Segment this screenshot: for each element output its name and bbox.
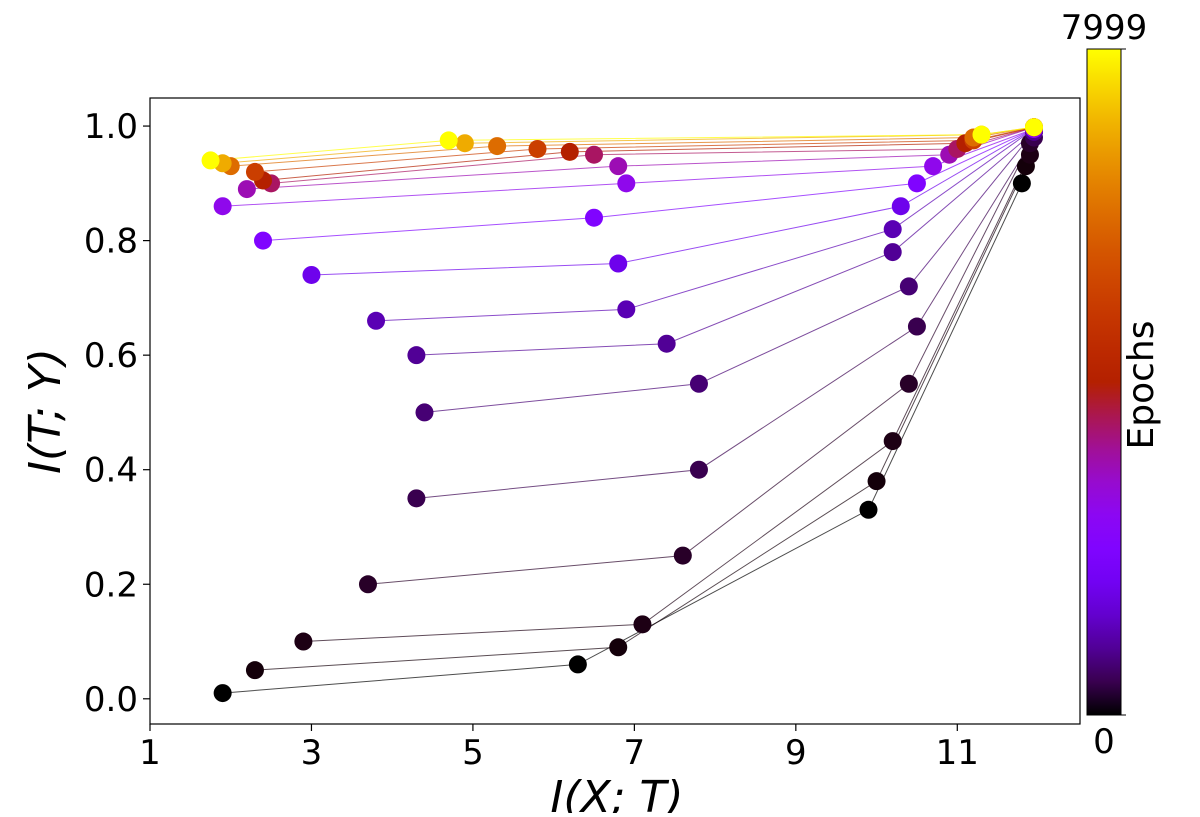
point <box>488 137 507 156</box>
point <box>972 125 991 144</box>
y-tick-label: 0.8 <box>84 222 138 262</box>
x-tick-label: 9 <box>785 733 807 773</box>
point <box>609 638 628 657</box>
point <box>867 472 886 491</box>
point <box>689 460 708 479</box>
point <box>617 174 636 193</box>
point <box>439 131 458 150</box>
point <box>213 197 232 216</box>
epoch-link <box>262 128 1035 242</box>
point <box>673 546 692 565</box>
point <box>528 139 547 158</box>
point <box>407 489 426 508</box>
point <box>633 615 652 634</box>
point <box>891 197 910 216</box>
y-tick-label: 0.6 <box>84 336 138 376</box>
point <box>1024 118 1043 137</box>
epoch-link <box>222 183 1023 694</box>
y-tick-label: 0.2 <box>84 565 138 605</box>
y-axis-label: I(T; Y) <box>20 348 71 474</box>
epoch-link <box>262 126 1035 181</box>
point <box>568 655 587 674</box>
colorbar <box>1086 48 1122 716</box>
point <box>657 334 676 353</box>
point <box>907 317 926 336</box>
x-tick-label: 1 <box>139 733 161 773</box>
point <box>883 432 902 451</box>
epoch-link <box>230 126 1035 167</box>
point <box>907 174 926 193</box>
y-tick-label: 1.0 <box>84 107 138 147</box>
x-tick-label: 5 <box>462 733 484 773</box>
epoch-link <box>416 137 1035 499</box>
point <box>899 374 918 393</box>
epoch-link <box>246 126 1035 190</box>
point <box>617 300 636 319</box>
point <box>585 208 604 227</box>
epoch-link <box>376 128 1035 322</box>
epoch-link <box>311 128 1035 276</box>
epoch-link <box>222 128 1035 207</box>
epoch-link <box>367 143 1031 585</box>
point <box>302 265 321 284</box>
y-tick-label: 0.0 <box>84 680 138 720</box>
point <box>883 243 902 262</box>
epoch-link <box>303 154 1031 643</box>
epoch-link <box>271 126 1035 184</box>
point <box>201 151 220 170</box>
point <box>859 500 878 519</box>
point <box>237 180 256 199</box>
point <box>689 374 708 393</box>
point <box>254 231 273 250</box>
colorbar-tick-label: 7999 <box>1061 8 1148 48</box>
point <box>245 162 264 181</box>
links <box>210 126 1035 694</box>
point <box>883 220 902 239</box>
epoch-link <box>254 165 1027 671</box>
point <box>899 277 918 296</box>
epoch-link <box>416 131 1035 356</box>
colorbar-label: Epochs <box>1121 321 1162 450</box>
point <box>609 157 628 176</box>
y-tick-label: 0.4 <box>84 451 138 491</box>
plot-frame <box>149 97 1081 725</box>
x-tick-label: 11 <box>936 733 979 773</box>
point <box>367 311 386 330</box>
point <box>213 684 232 703</box>
point <box>415 403 434 422</box>
point <box>245 661 264 680</box>
epoch-link <box>424 131 1035 413</box>
point <box>1012 174 1031 193</box>
epoch-link <box>254 126 1035 173</box>
point <box>455 134 474 153</box>
point <box>294 632 313 651</box>
point <box>560 142 579 161</box>
point <box>609 254 628 273</box>
point <box>358 575 377 594</box>
point <box>924 157 943 176</box>
x-tick-label: 7 <box>624 733 646 773</box>
colorbar-tick-label: 0 <box>1093 722 1115 762</box>
epoch-link <box>210 126 1035 161</box>
x-axis-label: I(X; T) <box>550 772 683 813</box>
x-tick-label: 3 <box>301 733 323 773</box>
point <box>407 346 426 365</box>
point <box>585 145 604 164</box>
points <box>201 118 1043 703</box>
